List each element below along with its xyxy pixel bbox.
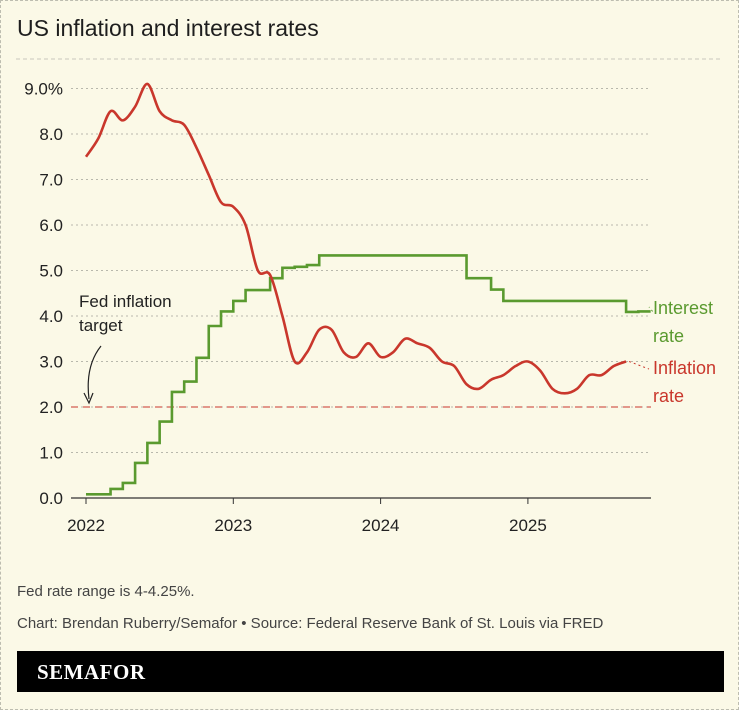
brand-logo: SEMAFOR [37, 660, 146, 684]
y-tick-label: 8.0 [39, 125, 63, 144]
interest-label-leader [648, 306, 654, 312]
x-tick-label: 2023 [214, 516, 252, 535]
brand-bar: SEMAFOR [17, 651, 724, 692]
footnote: Fed rate range is 4-4.25%. [17, 583, 195, 600]
inflation-rate-label: Inflation [653, 358, 716, 378]
target-annotation: Fed inflation [79, 292, 172, 311]
y-tick-label: 2.0 [39, 398, 63, 417]
y-tick-label: 1.0 [39, 444, 63, 463]
y-tick-label: 6.0 [39, 216, 63, 235]
annotation-arrow [87, 345, 102, 400]
line-chart: 0.0 1.0 2.0 3.0 4.0 5.0 6.0 7.0 8.0 9.0% 2022 2023 2… [16, 58, 723, 535]
interest-rate-label: Interest [653, 298, 713, 318]
inflation-rate-label: rate [653, 386, 684, 406]
inflation-rate-line [84, 82, 627, 395]
y-tick-label: 9.0% [24, 80, 63, 99]
x-tick-label: 2024 [362, 516, 400, 535]
source-credit: Chart: Brendan Ruberry/Semafor • Source:… [17, 615, 604, 632]
interest-rate-line [86, 254, 651, 496]
target-annotation: target [79, 316, 123, 335]
y-tick-label: 5.0 [39, 262, 63, 281]
x-tick-label: 2022 [67, 516, 105, 535]
y-tick-label: 3.0 [39, 353, 63, 372]
y-tick-label: 0.0 [39, 489, 63, 508]
y-tick-label: 7.0 [39, 171, 63, 190]
y-tick-label: 4.0 [39, 307, 63, 326]
x-tick-label: 2025 [509, 516, 547, 535]
chart-title: US inflation and interest rates [17, 15, 319, 41]
arrow-head-icon [83, 392, 94, 405]
inflation-label-leader [628, 361, 650, 370]
interest-rate-label: rate [653, 326, 684, 346]
